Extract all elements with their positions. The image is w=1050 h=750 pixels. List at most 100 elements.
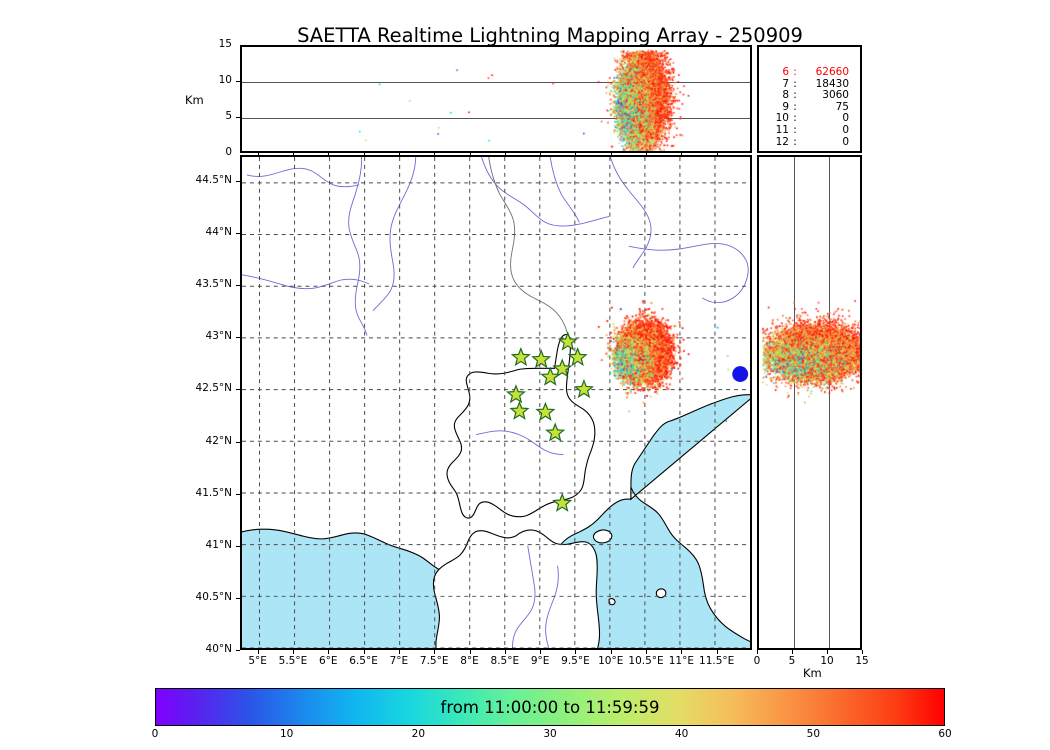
map-longitude-tick: 7.5°E [419, 655, 449, 667]
station-star-icon [567, 346, 588, 367]
stat-separator: : [793, 123, 797, 136]
map-lon-tick-mark [575, 650, 577, 654]
map-longitude-tick: 9.5°E [561, 655, 590, 667]
map-longitude-tick: 7°E [389, 655, 409, 667]
station-star-icon [552, 492, 573, 512]
station-number: 8 [782, 89, 789, 102]
colorbar-tick-label: 30 [543, 728, 557, 740]
source-count: 75 [835, 100, 849, 113]
station-stat-row: 12: 0 [767, 135, 849, 149]
map-lon-tick-mark [363, 650, 365, 654]
map-lon-tick-mark [610, 650, 612, 654]
colorbar-gradient[interactable] [155, 688, 945, 726]
station-stat-row: 6: 62660 [767, 66, 849, 79]
altitude-latitude-panel [757, 155, 862, 650]
side-panel-x-tick: 5 [788, 655, 796, 667]
station-stat-row: 8: 3060 [767, 90, 849, 102]
top-panel-tick-mark [236, 81, 240, 82]
source-count: 3060 [822, 89, 849, 102]
stat-separator: : [793, 135, 797, 148]
map-longitude-tick: 8.5°E [490, 655, 520, 667]
side-panel-x-tick: 15 [855, 655, 869, 667]
station-statistics-table: 6: 62660 7: 18430 8: 3060 9: 75 10: 0 11: 0 12: 0 [767, 66, 849, 149]
blue-marker-dot-icon [732, 366, 749, 383]
map-lat-tick-mark [236, 389, 240, 391]
top-panel-axis-title: Km [185, 93, 204, 107]
colorbar-container[interactable]: from 11:00:00 to 11:59:59 0 10 20 30 40 50 60 [152, 688, 952, 740]
station-statistics-panel: 6: 62660 7: 18430 8: 3060 9: 75 10: 0 11: 0 12: 0 [757, 45, 862, 153]
station-star-icon [557, 331, 578, 351]
colorbar-tick-label: 20 [411, 728, 426, 740]
map-lat-tick-mark [236, 650, 240, 651]
station-number: 10 [775, 112, 789, 125]
map-panel[interactable] [240, 155, 752, 650]
map-longitude-tick: 10.5°E [628, 655, 664, 667]
map-latitude-tick: 43.5°N [195, 278, 232, 291]
map-lon-tick-mark [646, 650, 648, 654]
map-lon-tick-mark [328, 650, 330, 654]
side-panel-tick-mark [862, 650, 863, 654]
stat-separator: : [793, 100, 797, 113]
source-count: 0 [842, 123, 849, 136]
station-markers [505, 331, 594, 512]
colorbar-tick-label: 10 [279, 728, 294, 740]
station-star-icon [509, 400, 530, 420]
stat-separator: : [793, 77, 797, 90]
map-longitude-tick: 8°E [460, 655, 479, 667]
station-stat-row: 9: 75 [767, 100, 849, 114]
map-lon-tick-mark [504, 650, 506, 654]
source-count: 0 [842, 112, 849, 125]
map-lon-tick-mark [257, 650, 259, 654]
station-number: 12 [775, 135, 789, 148]
map-longitude-tick: 11°E [668, 655, 694, 667]
map-latitude-tick: 42°N [205, 434, 232, 447]
colorbar-tick-label: 40 [674, 728, 689, 740]
map-longitude-tick: 6.5°E [349, 655, 378, 667]
station-star-icon [531, 349, 552, 369]
station-star-icon [535, 401, 556, 421]
station-star-icon [573, 379, 594, 399]
page-title: SAETTA Realtime Lightning Mapping Array … [297, 24, 803, 47]
map-longitude-tick: 5.5°E [278, 655, 308, 667]
map-latitude-tick: 40.5°N [195, 590, 232, 603]
map-latitude-tick: 40°N [205, 643, 232, 655]
map-lat-tick-mark [236, 493, 240, 495]
map-scatter [242, 157, 750, 648]
map-lat-tick-mark [236, 597, 240, 599]
marker-dot [732, 366, 749, 383]
station-star-icon [545, 422, 566, 442]
top-panel-y-tick: 15 [218, 38, 232, 50]
map-lon-tick-mark [681, 650, 683, 654]
map-longitude-tick: 10°E [598, 655, 624, 667]
station-star-icon [540, 366, 561, 386]
station-number: 11 [775, 123, 789, 136]
top-panel-y-tick: 0 [225, 146, 232, 158]
station-star-icon [552, 358, 573, 378]
station-stat-row: 7: 18430 [767, 77, 849, 91]
source-count: 18430 [815, 77, 849, 90]
map-lon-tick-mark [716, 650, 718, 654]
map-longitude-tick: 6°E [318, 655, 338, 667]
map-latitude-tick: 44.5°N [195, 174, 232, 187]
map-lon-tick-mark [398, 650, 400, 654]
stat-separator: : [793, 89, 797, 102]
map-latitude-tick: 43°N [205, 330, 232, 343]
top-panel-y-tick: 5 [225, 110, 232, 122]
side-panel-tick-mark [827, 650, 828, 654]
map-lon-tick-mark [469, 650, 471, 654]
top-panel-tick-mark [236, 117, 240, 118]
map-lon-tick-mark [292, 650, 294, 654]
station-number: 9 [782, 100, 789, 113]
map-lat-tick-mark [236, 181, 240, 183]
station-star-icon [505, 384, 527, 404]
map-latitude-tick: 41°N [205, 538, 232, 551]
side-panel-x-tick: 0 [753, 655, 761, 667]
map-lat-tick-mark [236, 441, 240, 443]
station-stat-row: 11: 0 [767, 123, 849, 137]
source-count: 62660 [815, 66, 849, 78]
colorbar-tick-label: 0 [151, 728, 159, 740]
map-lat-tick-mark [236, 545, 240, 547]
top-panel-scatter [242, 47, 750, 151]
side-panel-x-tick: 10 [820, 655, 834, 667]
map-latitude-tick: 44°N [205, 226, 232, 239]
